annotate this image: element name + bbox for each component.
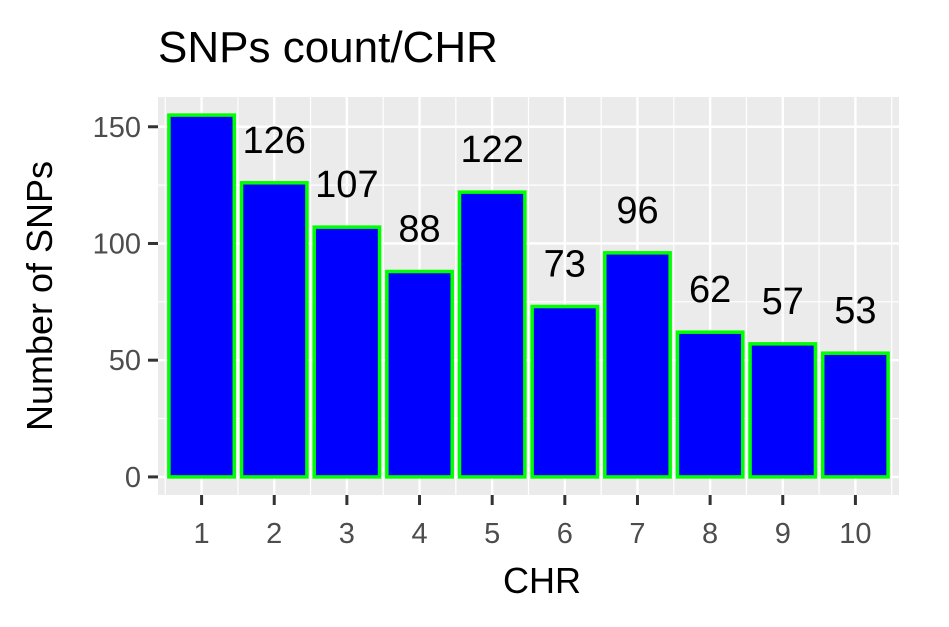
x-axis: 1 2 3 4 5 6 7 8 9 10 — [194, 495, 872, 550]
x-tick-label: 10 — [839, 518, 871, 550]
x-tick-label: 9 — [775, 518, 791, 550]
bar — [312, 225, 382, 479]
bar — [457, 190, 527, 479]
data-label: 126 — [243, 120, 306, 162]
x-tick-label: 8 — [702, 518, 718, 550]
y-tick-label: 50 — [109, 345, 141, 377]
data-label: 122 — [460, 129, 523, 171]
data-label: 107 — [315, 164, 378, 206]
chart-title: SNPs count/CHR — [158, 23, 498, 72]
y-axis-title: Number of SNPs — [19, 161, 60, 431]
x-tick-label: 1 — [194, 518, 210, 550]
x-tick-label: 3 — [339, 518, 355, 550]
bar — [385, 269, 454, 479]
y-tick-label: 100 — [93, 228, 141, 260]
bar — [239, 181, 309, 479]
x-tick-label: 7 — [629, 518, 645, 550]
data-label: 57 — [762, 281, 804, 323]
bar — [820, 351, 890, 479]
bar — [675, 330, 745, 479]
x-tick-label: 4 — [411, 518, 427, 550]
data-label: 96 — [616, 190, 658, 232]
data-label: 53 — [834, 290, 876, 332]
bars — [167, 113, 890, 479]
data-label: 73 — [544, 244, 586, 286]
y-axis: 0 50 100 150 — [93, 112, 158, 494]
x-axis-title: CHR — [503, 560, 581, 601]
data-label: 88 — [398, 208, 440, 250]
bar — [167, 113, 237, 479]
bar — [603, 251, 672, 479]
x-tick-label: 5 — [484, 518, 500, 550]
x-tick-label: 6 — [557, 518, 573, 550]
y-tick-label: 150 — [93, 112, 141, 144]
data-label: 62 — [689, 269, 731, 311]
bar — [530, 304, 600, 479]
bar — [748, 342, 818, 479]
x-tick-label: 2 — [266, 518, 282, 550]
y-tick-label: 0 — [125, 462, 141, 494]
